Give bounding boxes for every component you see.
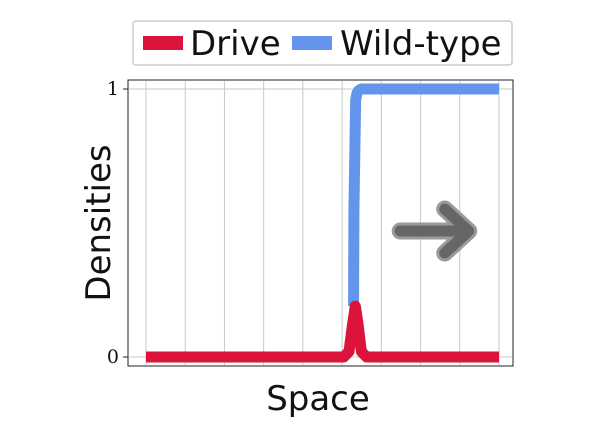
series-line-wild-type	[348, 83, 499, 307]
y-axis-label: Densities	[79, 144, 119, 301]
x-axis-label: Space	[266, 379, 370, 419]
series-layer	[146, 83, 499, 363]
legend-swatch-drive	[143, 36, 183, 50]
series-line-drive	[146, 300, 499, 363]
direction-arrow	[391, 200, 478, 262]
annotation-layer	[391, 200, 478, 262]
legend-label-drive: Drive	[190, 24, 281, 64]
arrow-body	[394, 203, 475, 259]
plot-area	[127, 79, 514, 367]
legend-label-wild-type: Wild-type	[340, 24, 502, 64]
y-tick-label: 1	[107, 78, 119, 100]
legend-swatch-wild-type	[292, 36, 332, 50]
y-tick-label: 0	[107, 346, 119, 368]
legend: Drive Wild-type	[132, 20, 513, 66]
y-ticks: 01	[107, 78, 128, 368]
